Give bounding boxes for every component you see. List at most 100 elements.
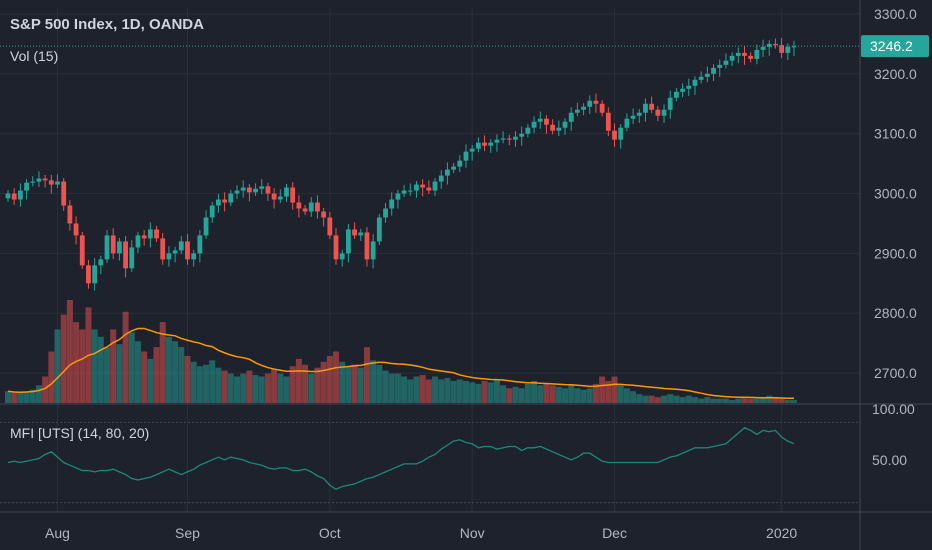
candle-body [667, 97, 673, 110]
candle-body [760, 46, 766, 50]
candle-body [469, 148, 475, 152]
candle-body [73, 223, 79, 236]
candle-body [315, 202, 320, 212]
candle-body [414, 184, 419, 191]
candle-body [649, 103, 655, 110]
volume-bar [48, 351, 55, 403]
volume-bar [772, 397, 779, 403]
candle-body [537, 118, 543, 122]
candle-body [612, 130, 617, 140]
candle-body [729, 55, 735, 61]
candle-body [370, 241, 376, 260]
candle-body [401, 190, 407, 194]
volume-bar [165, 336, 172, 403]
volume-bar [654, 397, 661, 403]
mfi-pane [7, 426, 795, 490]
candle-body [110, 235, 116, 254]
volume-bar [128, 332, 135, 403]
candle-body [550, 124, 556, 131]
candle-body [674, 91, 679, 98]
candle-body [389, 199, 395, 209]
time-tick-label: 2020 [766, 525, 797, 541]
candle-body [766, 43, 772, 47]
volume-bar [766, 395, 773, 403]
volume-bar [623, 388, 630, 403]
candle-body [209, 205, 215, 218]
candle-body [246, 187, 252, 193]
candle-body [36, 178, 42, 182]
volume-bar [791, 400, 797, 403]
volume-bar [450, 380, 457, 403]
volume-bar [543, 383, 550, 403]
candle-body [277, 196, 283, 200]
volume-bar [580, 389, 587, 403]
candle-body [655, 109, 661, 116]
candle-body [129, 247, 135, 269]
volume-bar [407, 379, 414, 403]
candle-body [581, 106, 586, 110]
candle-body [352, 229, 357, 236]
candle-body [86, 265, 91, 284]
price-tick-label: 2900.0 [874, 245, 917, 261]
volume-bar [233, 376, 240, 403]
volume-bar [710, 398, 717, 403]
volume-bar [444, 377, 451, 403]
candle-body [562, 121, 568, 128]
volume-bar [184, 355, 191, 403]
volume-bar [29, 389, 36, 403]
volume-bar [592, 383, 599, 403]
volume-bar [209, 360, 216, 403]
volume-bar [691, 397, 698, 403]
volume-bar [190, 361, 197, 403]
volume-bar [258, 376, 265, 403]
volume-bar [308, 373, 315, 403]
candle-body [376, 217, 382, 242]
time-tick-label: Sep [175, 525, 200, 541]
time-tick-label: Oct [319, 525, 341, 541]
candle-body [123, 241, 128, 269]
price-tick-label: 3100.0 [874, 126, 917, 142]
volume-bar [79, 329, 86, 403]
volume-bar [283, 376, 290, 403]
candle-body [735, 52, 741, 56]
candle-body [475, 142, 481, 149]
volume-bar [172, 341, 179, 403]
volume-bar [54, 329, 61, 403]
volume-bar [333, 351, 340, 403]
volume-bar [363, 347, 370, 403]
candle-body [42, 178, 48, 181]
candle-body [265, 186, 271, 194]
candle-body [104, 235, 110, 260]
volume-bar [456, 379, 463, 403]
volume-bar [314, 367, 321, 403]
price-tick-label: 2800.0 [874, 305, 917, 321]
candle-body [531, 121, 537, 128]
volume-bar [271, 369, 278, 403]
volume-bar [784, 400, 791, 403]
volume-ma-line [7, 327, 795, 400]
volume-bar [17, 392, 24, 403]
candle-body [160, 238, 166, 260]
candle-body [692, 79, 698, 86]
volume-bar [611, 376, 618, 403]
mfi-line [7, 426, 795, 490]
volume-bar [432, 376, 439, 403]
candle-body [506, 138, 512, 140]
volume-bar [425, 379, 432, 403]
volume-bar [438, 379, 445, 403]
candle-body [284, 187, 289, 197]
volume-bars [5, 300, 797, 403]
volume-bar [159, 322, 166, 403]
candle-body [141, 235, 147, 239]
volume-bar [741, 397, 748, 403]
candle-body [5, 193, 11, 199]
time-tick-label: Aug [45, 525, 70, 541]
mfi-tick-label: 50.00 [872, 452, 907, 468]
candle-body [445, 169, 450, 176]
candle-body [222, 199, 228, 203]
volume-bar [661, 395, 668, 403]
volume-bar [716, 398, 723, 403]
candle-body [438, 175, 444, 182]
